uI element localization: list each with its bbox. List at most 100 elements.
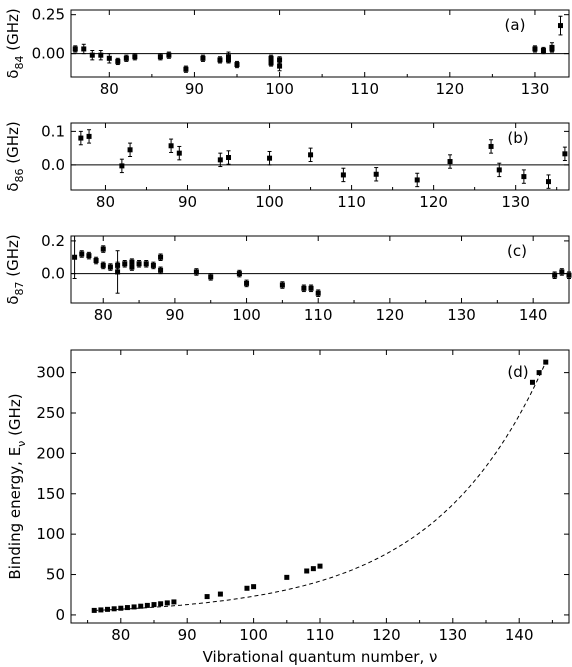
- data-point: [138, 603, 144, 609]
- y-tick-label: 50: [46, 566, 65, 584]
- y-axis-label: Binding energy, Eν (GHz): [6, 393, 28, 579]
- y-axis-label: δ84 (GHz): [4, 8, 26, 78]
- data-point: [251, 584, 257, 590]
- data-point: [204, 594, 210, 600]
- data-point: [122, 261, 128, 267]
- x-tick-label: 100: [255, 193, 284, 211]
- data-point: [317, 563, 323, 569]
- data-point: [226, 155, 232, 161]
- y-axis-label: δ87 (GHz): [4, 234, 26, 304]
- data-point: [308, 285, 314, 291]
- data-point: [193, 269, 199, 275]
- y-tick-label: 100: [36, 525, 65, 543]
- data-point: [89, 52, 95, 58]
- y-tick-label: 0.25: [32, 6, 65, 24]
- data-point: [86, 133, 92, 139]
- data-point: [284, 574, 290, 580]
- data-point: [268, 60, 274, 66]
- y-tick-label: 300: [36, 364, 65, 382]
- data-point: [91, 607, 97, 613]
- panel-label: (c): [507, 242, 527, 260]
- data-point: [118, 605, 124, 611]
- data-point: [315, 290, 321, 296]
- data-point: [129, 264, 135, 270]
- data-point: [100, 246, 106, 252]
- data-point: [93, 258, 99, 264]
- data-point: [168, 143, 174, 149]
- x-axis-label: Vibrational quantum number, ν: [203, 648, 438, 666]
- x-tick-label: 90: [185, 80, 204, 98]
- x-tick-label: 110: [350, 80, 379, 98]
- data-point: [158, 254, 164, 260]
- data-point: [540, 48, 546, 54]
- data-point: [279, 282, 285, 288]
- panel-1: 80 90 100 110 120 130 0.0 0.1 δ86 (GHz) (b): [4, 121, 570, 211]
- data-point: [267, 155, 273, 161]
- plot-frame: [70, 122, 570, 191]
- x-tick-label: 120: [376, 306, 405, 324]
- data-point: [301, 285, 307, 291]
- data-point: [151, 602, 157, 608]
- data-point: [176, 150, 182, 156]
- data-point: [119, 163, 125, 169]
- plot-frame: [70, 349, 570, 624]
- data-point: [136, 261, 142, 267]
- data-point: [217, 157, 223, 163]
- y-tick-label: 0.1: [41, 122, 65, 140]
- x-tick-label: 130: [438, 626, 467, 644]
- data-point: [98, 607, 104, 613]
- data-point: [373, 171, 379, 177]
- data-point: [529, 379, 535, 385]
- panel-label: (b): [507, 129, 528, 147]
- x-tick-label: 130: [447, 306, 476, 324]
- x-tick-label: 110: [337, 193, 366, 211]
- data-point: [150, 262, 156, 268]
- y-tick-label: 250: [36, 404, 65, 422]
- data-point: [144, 602, 150, 608]
- x-tick-label: 110: [306, 626, 335, 644]
- data-point: [81, 46, 87, 52]
- y-tick-label: 0.2: [41, 232, 65, 250]
- x-tick-label: 130: [501, 193, 530, 211]
- panel-label: (d): [507, 363, 528, 381]
- data-point: [78, 135, 84, 141]
- data-point: [100, 262, 106, 268]
- data-point: [132, 54, 138, 60]
- data-point: [166, 52, 172, 58]
- data-point: [244, 585, 250, 591]
- y-tick-label: 0.0: [41, 265, 65, 283]
- data-point: [488, 143, 494, 149]
- panel-0: 80 90 100 110 120 130 0.00 0.25 δ84 (GHz) (a): [4, 6, 570, 98]
- data-point: [532, 46, 538, 52]
- data-point: [158, 267, 164, 273]
- data-point: [124, 605, 130, 611]
- x-tick-label: 140: [519, 306, 548, 324]
- panel-3: 80 90 100 110 120 130 140 0 50 100 150 200 250 300 Bin…: [6, 349, 570, 666]
- data-point: [171, 599, 177, 605]
- data-point: [340, 172, 346, 178]
- panel-label: (a): [505, 16, 526, 34]
- x-tick-label: 90: [178, 193, 197, 211]
- data-point: [414, 177, 420, 183]
- x-tick-label: 130: [521, 80, 550, 98]
- data-point: [143, 261, 149, 267]
- data-point: [225, 57, 231, 63]
- data-point: [236, 271, 242, 277]
- x-tick-label: 80: [94, 306, 113, 324]
- data-point: [566, 272, 572, 278]
- data-point: [123, 55, 129, 61]
- data-point: [129, 259, 135, 265]
- data-point: [111, 606, 117, 612]
- data-point: [158, 601, 164, 607]
- x-tick-label: 100: [265, 80, 294, 98]
- data-point: [557, 23, 563, 29]
- data-point: [200, 55, 206, 61]
- data-point: [304, 568, 310, 574]
- y-tick-label: 150: [36, 485, 65, 503]
- data-point: [310, 566, 316, 572]
- data-point: [107, 264, 113, 270]
- x-tick-label: 90: [178, 626, 197, 644]
- y-tick-label: 200: [36, 444, 65, 462]
- data-point: [217, 591, 223, 597]
- data-point: [217, 57, 223, 63]
